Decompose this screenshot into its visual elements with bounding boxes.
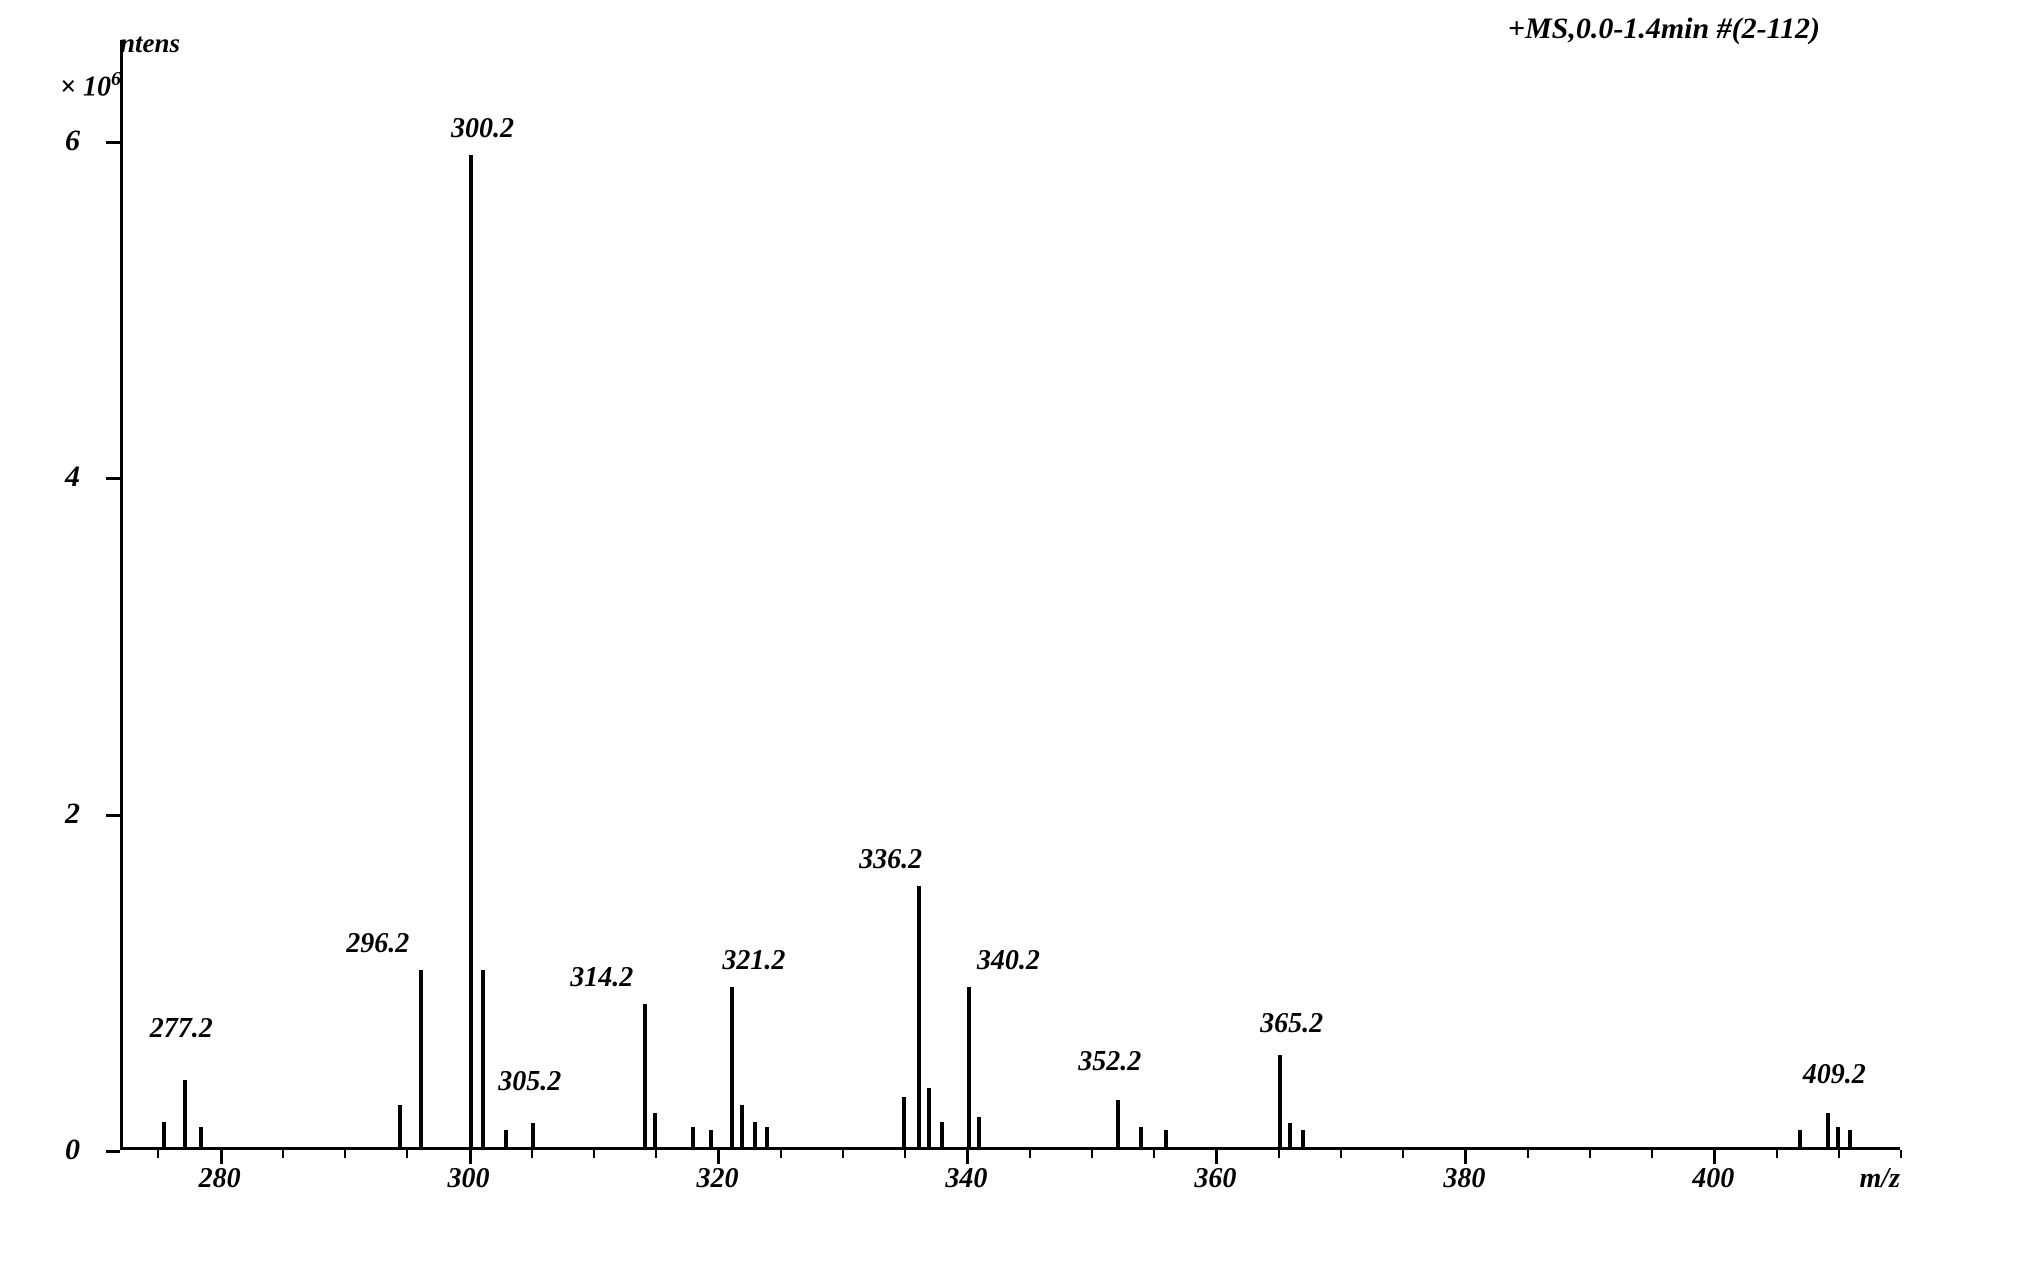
peak-label: 277.2	[150, 1013, 213, 1045]
x-axis	[120, 1147, 1900, 1150]
x-tick-minor	[344, 1150, 346, 1158]
mass-spectrum-chart: ntens × 106 m/z +MS,0.0-1.4min #(2-112) …	[120, 40, 1940, 1190]
x-tick-minor	[904, 1150, 906, 1158]
x-tick-minor	[593, 1150, 595, 1158]
x-tick-minor	[406, 1150, 408, 1158]
spectrum-peak	[183, 1080, 187, 1147]
x-tick-minor	[1340, 1150, 1342, 1158]
spectrum-peak	[1301, 1130, 1305, 1147]
y-axis	[120, 40, 123, 1150]
y-axis-title: ntens	[120, 28, 180, 59]
spectrum-peak	[469, 155, 473, 1147]
x-tick-label: 280	[199, 1163, 241, 1195]
y-tick-label: 6	[65, 124, 80, 158]
spectrum-peak	[730, 987, 734, 1147]
x-axis-title: m/z	[1860, 1163, 1900, 1195]
x-tick-minor	[1589, 1150, 1591, 1158]
spectrum-peak	[927, 1088, 931, 1147]
peak-label: 300.2	[451, 113, 514, 145]
spectrum-peak	[709, 1130, 713, 1147]
spectrum-peak	[740, 1105, 744, 1147]
x-tick-label: 380	[1443, 1163, 1485, 1195]
y-tick-label: 4	[65, 460, 80, 494]
spectrum-peak	[1116, 1100, 1120, 1147]
spectrum-peak	[1848, 1130, 1852, 1147]
y-axis-multiplier: × 106	[60, 68, 121, 103]
peak-label: 336.2	[859, 844, 922, 876]
peak-label: 321.2	[722, 945, 785, 977]
x-tick	[220, 1150, 223, 1164]
spectrum-peak	[398, 1105, 402, 1147]
x-tick-minor	[655, 1150, 657, 1158]
x-tick-label: 300	[448, 1163, 490, 1195]
spectrum-peak	[940, 1122, 944, 1147]
x-tick	[1713, 1150, 1716, 1164]
x-tick-label: 360	[1194, 1163, 1236, 1195]
spectrum-peak	[765, 1127, 769, 1147]
spectrum-peak	[977, 1117, 981, 1147]
x-tick	[717, 1150, 720, 1164]
peak-label: 409.2	[1803, 1059, 1866, 1091]
spectrum-info-label: +MS,0.0-1.4min #(2-112)	[1508, 12, 1820, 46]
spectrum-peak	[753, 1122, 757, 1147]
x-tick-minor	[157, 1150, 159, 1158]
peak-label: 296.2	[346, 928, 409, 960]
spectrum-peak	[1164, 1130, 1168, 1147]
peak-label: 365.2	[1260, 1008, 1323, 1040]
x-tick-minor	[1091, 1150, 1093, 1158]
y-tick	[106, 141, 120, 144]
spectrum-peak	[199, 1127, 203, 1147]
y-tick	[106, 477, 120, 480]
x-tick-label: 400	[1692, 1163, 1734, 1195]
x-tick-minor	[1900, 1150, 1902, 1158]
x-tick-minor	[1278, 1150, 1280, 1158]
x-tick-label: 320	[696, 1163, 738, 1195]
y-tick-label: 0	[65, 1133, 80, 1167]
y-tick-label: 2	[65, 797, 80, 831]
x-tick-minor	[842, 1150, 844, 1158]
spectrum-peak	[653, 1113, 657, 1147]
spectrum-peak	[917, 886, 921, 1147]
spectrum-peak	[481, 970, 485, 1147]
spectrum-peak	[162, 1122, 166, 1147]
x-tick-minor	[531, 1150, 533, 1158]
y-tick	[106, 1150, 120, 1153]
spectrum-peak	[691, 1127, 695, 1147]
spectrum-peak	[902, 1097, 906, 1147]
spectrum-peak	[1798, 1130, 1802, 1147]
spectrum-peak	[1139, 1127, 1143, 1147]
x-tick	[469, 1150, 472, 1164]
x-tick-minor	[1527, 1150, 1529, 1158]
spectrum-peak	[1278, 1055, 1282, 1148]
spectrum-peak	[504, 1130, 508, 1147]
peak-label: 340.2	[977, 945, 1040, 977]
y-tick	[106, 814, 120, 817]
spectrum-peak	[1826, 1113, 1830, 1147]
x-tick-minor	[780, 1150, 782, 1158]
spectrum-peak	[1836, 1127, 1840, 1147]
x-tick-minor	[1651, 1150, 1653, 1158]
x-tick-minor	[282, 1150, 284, 1158]
peak-label: 314.2	[570, 962, 633, 994]
x-tick-minor	[1029, 1150, 1031, 1158]
x-tick-label: 340	[945, 1163, 987, 1195]
spectrum-peak	[419, 970, 423, 1147]
x-tick-minor	[1776, 1150, 1778, 1158]
x-tick-minor	[1402, 1150, 1404, 1158]
x-tick	[966, 1150, 969, 1164]
spectrum-peak	[1288, 1123, 1292, 1147]
peak-label: 305.2	[498, 1066, 561, 1098]
spectrum-peak	[643, 1004, 647, 1147]
spectrum-peak	[967, 987, 971, 1147]
x-tick	[1464, 1150, 1467, 1164]
x-tick	[1215, 1150, 1218, 1164]
peak-label: 352.2	[1078, 1046, 1141, 1078]
spectrum-peak	[531, 1123, 535, 1147]
x-tick-minor	[1838, 1150, 1840, 1158]
x-tick-minor	[1153, 1150, 1155, 1158]
